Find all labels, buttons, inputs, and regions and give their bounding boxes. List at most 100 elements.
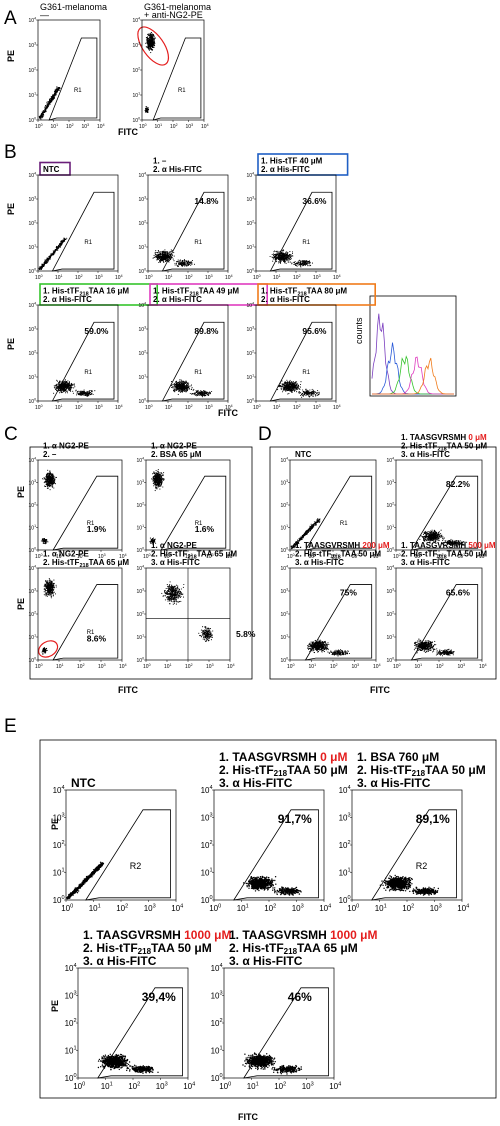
plot-5-event [66, 381, 68, 383]
plot-4-event [295, 262, 298, 264]
plot-5-event [79, 393, 81, 396]
plot-3-event [162, 251, 164, 253]
plot-3-event [164, 252, 166, 254]
plot-7-event [281, 383, 283, 385]
plot-5-ytick-label-3: 103 [29, 326, 37, 333]
panel-label-a: A [4, 8, 17, 29]
plot-2-event [60, 240, 63, 242]
plot-2-event [40, 268, 43, 270]
plot-7-ytick-label-4: 104 [247, 302, 255, 309]
plot-1-xtick-label-1: 101 [155, 123, 163, 130]
plot-0-event [50, 98, 52, 101]
plot-3-event [174, 264, 176, 266]
plot-4-event [288, 258, 291, 260]
plot-0-event [52, 94, 54, 96]
plot-3-event [158, 257, 160, 259]
plot-5-event [87, 394, 89, 396]
plot-3-ytick-label-1: 101 [139, 244, 147, 251]
plot-2-ytick-exp-4: 4 [34, 172, 36, 176]
plot-8-event [52, 477, 54, 479]
plot-6-event [179, 384, 181, 386]
plot-4-event [275, 254, 277, 256]
plot-6-event [172, 390, 175, 392]
plot-6-event [182, 381, 184, 383]
plot-1-gate-name: R1 [178, 88, 186, 94]
plot-1-event [152, 41, 154, 43]
plot-5-percentage: 59.0% [84, 326, 109, 336]
plot-7-event [297, 385, 300, 387]
plot-4-event [303, 262, 305, 264]
plot-5-event [59, 392, 61, 394]
plot-5-xtick-label-3: 103 [95, 404, 103, 411]
plot-6-event [175, 389, 178, 392]
panel-label-e: E [4, 716, 17, 737]
plot-4-event [289, 254, 291, 256]
plot-6-event [193, 394, 195, 396]
plot-8-event [46, 487, 48, 489]
plot-4-event [283, 260, 286, 262]
plot-3-event [182, 264, 184, 266]
plot-3-xtick-exp-1: 1 [171, 274, 173, 278]
plot-6-event [187, 385, 189, 388]
plot-4-event [287, 257, 289, 259]
plot-5-event [63, 384, 66, 386]
plot-8-event [50, 480, 52, 482]
plot-3-event [185, 265, 187, 267]
panel-d-frame [269, 446, 497, 680]
plot-6-ytick-exp-0: 0 [144, 398, 146, 402]
plot-4-ytick-label-3: 103 [247, 196, 255, 203]
plot-6-event [176, 386, 178, 389]
plot-4-event [286, 259, 288, 261]
plot-4-event [273, 250, 276, 252]
plot-5-event [57, 386, 60, 388]
plot-1-ytick-label-4: 104 [133, 17, 141, 24]
plot-3-event [186, 260, 188, 262]
plot-5-event [53, 392, 55, 394]
plot-3-xtick-label-3: 103 [205, 274, 213, 281]
plot-3-event [161, 256, 163, 258]
plot-8-ytick-label-2: 102 [29, 502, 37, 509]
plot-2-xtick-label-1: 101 [55, 274, 63, 281]
plot-2-event [59, 245, 61, 247]
plot-1-event [148, 34, 150, 36]
plot-2-event [52, 250, 54, 252]
plot-5-event [80, 392, 82, 394]
plot-4-gate-name: R1 [302, 240, 310, 246]
plot-4-event [283, 255, 285, 257]
plot-5-event [91, 393, 93, 395]
plot-5-ytick-exp-3: 3 [34, 326, 36, 330]
plot-2-xtick-exp-2: 2 [81, 274, 83, 278]
plot-7-event [314, 395, 316, 397]
plot-8-event [45, 542, 47, 544]
plot-3-event [182, 262, 184, 264]
plot-7-event [304, 394, 306, 396]
plot-1-event [148, 48, 150, 50]
plot-5-event [60, 390, 62, 393]
plot-9-event [152, 480, 154, 482]
plot-2-event [66, 237, 68, 239]
plot-7-event [282, 391, 284, 393]
plot-6-event [209, 391, 211, 393]
plot-7-xtick-exp-4: 4 [339, 404, 341, 408]
plot-7-event [283, 389, 285, 391]
plot-6-ytick-exp-4: 4 [144, 302, 146, 306]
plot-7-ytick-exp-4: 4 [252, 302, 254, 306]
plot-4-event [300, 266, 302, 268]
plot-5-event [78, 393, 80, 395]
plot-2-event [49, 258, 51, 260]
plot-6-xtick-exp-4: 4 [231, 404, 233, 408]
plot-7-event [289, 379, 291, 381]
plot-1-xtick-exp-3: 3 [191, 123, 193, 127]
plot-7-line-1: 2. α His-FITC [261, 295, 310, 304]
plot-6-event [174, 391, 176, 393]
plot-0-events [38, 86, 61, 120]
plot-4-xtick-exp-0: 0 [259, 274, 261, 278]
plot-4-event [277, 250, 279, 252]
plot-3-event [188, 261, 190, 263]
plot-6-event [174, 385, 177, 388]
plot-4-event [282, 253, 284, 255]
plot-9-event [160, 474, 162, 476]
plot-4-event [305, 263, 307, 265]
